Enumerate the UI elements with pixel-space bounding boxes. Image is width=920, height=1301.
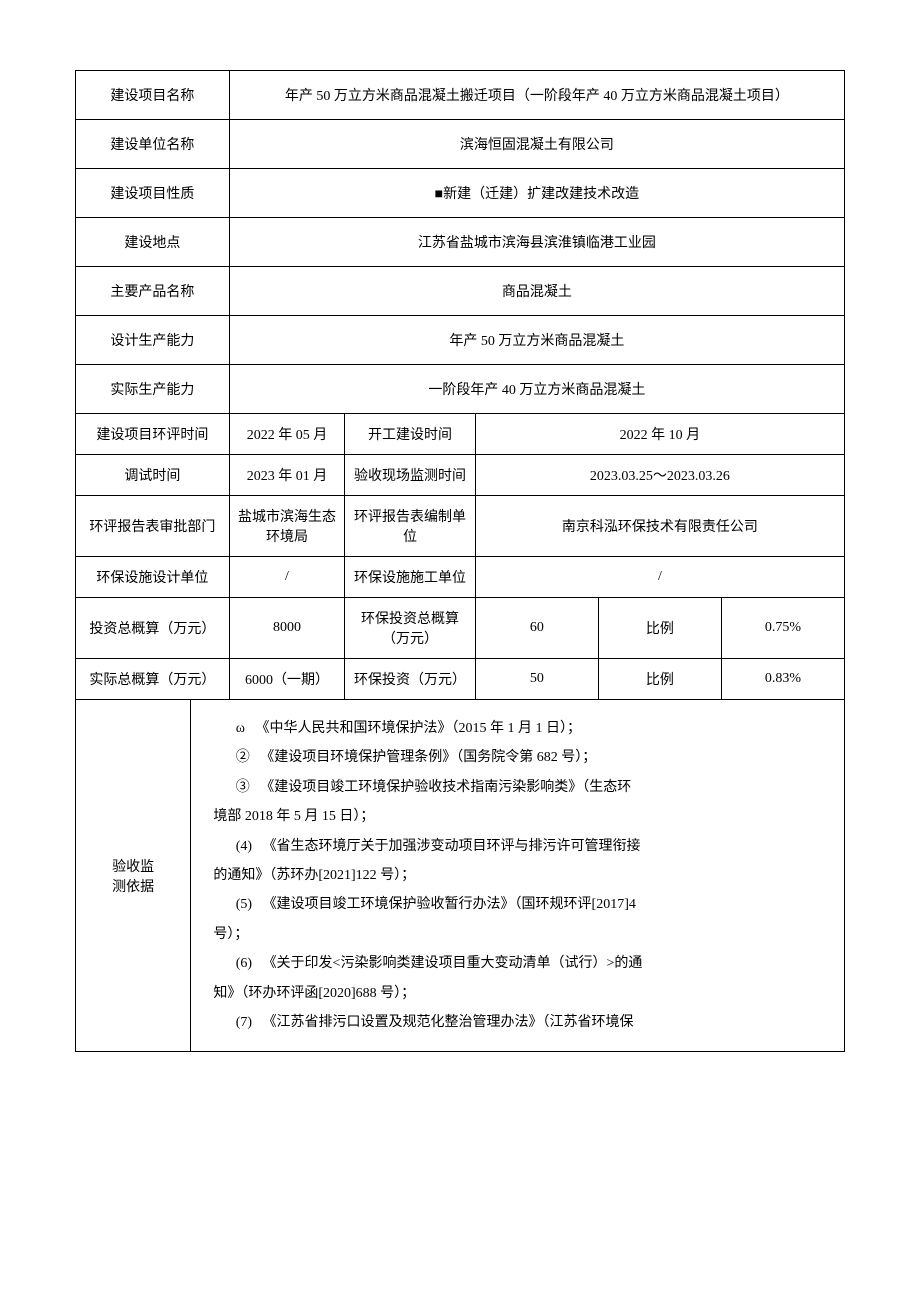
basis-item-6: 《关于印发<污染影响类建设项目重大变动清单（试行）>的通 xyxy=(263,956,643,971)
value-compile-unit: 南京科泓环保技术有限责任公司 xyxy=(475,496,844,557)
basis-num-3: ③ xyxy=(236,780,250,795)
value-company: 滨海恒固混凝土有限公司 xyxy=(229,120,844,169)
value-construction-unit: / xyxy=(475,557,844,598)
label-construction-unit: 环保设施施工单位 xyxy=(345,557,476,598)
value-approval-dept: 盐城市滨海生态环境局 xyxy=(229,496,344,557)
label-env-invest-est: 环保投资总概算（万元） xyxy=(345,598,476,659)
basis-num-1: ω xyxy=(236,721,245,736)
label-total-invest: 投资总概算（万元） xyxy=(76,598,230,659)
label-project-name: 建设项目名称 xyxy=(76,71,230,120)
basis-label-line1: 验收监 xyxy=(84,856,182,876)
basis-item-7: 《江苏省排污口设置及规范化整治管理办法》（江苏省环境保 xyxy=(263,1015,634,1030)
value-monitor-time: 2023.03.25～2023.03.26 xyxy=(475,455,844,496)
value-main-product: 商品混凝土 xyxy=(229,267,844,316)
basis-label-line2: 测依据 xyxy=(84,876,182,896)
basis-item-1: 《中华人民共和国环境保护法》（2015 年 1 月 1 日）； xyxy=(255,721,581,736)
label-approval-dept: 环评报告表审批部门 xyxy=(76,496,230,557)
label-ratio-1: 比例 xyxy=(598,598,721,659)
basis-item-6b: 知》（环办环评函[2020]688 号）； xyxy=(213,986,415,1001)
value-design-capacity: 年产 50 万立方米商品混凝土 xyxy=(229,316,844,365)
value-actual-capacity: 一阶段年产 40 万立方米商品混凝土 xyxy=(229,365,844,414)
basis-item-5: 《建设项目竣工环境保护验收暂行办法》（国环规环评[2017]4 xyxy=(263,897,636,912)
value-acceptance-basis: ω 《中华人民共和国环境保护法》（2015 年 1 月 1 日）； ② 《建设项… xyxy=(191,700,845,1052)
basis-item-3: 《建设项目竣工环境保护验收技术指南污染影响类》（生态环 xyxy=(260,780,631,795)
value-project-name: 年产 50 万立方米商品混凝土搬迁项目（一阶段年产 40 万立方米商品混凝土项目… xyxy=(229,71,844,120)
value-debug-time: 2023 年 01 月 xyxy=(229,455,344,496)
basis-num-6: (6) xyxy=(236,956,252,971)
basis-item-2: 《建设项目环境保护管理条例》（国务院令第 682 号）； xyxy=(260,750,596,765)
label-eia-time: 建设项目环评时间 xyxy=(76,414,230,455)
label-company: 建设单位名称 xyxy=(76,120,230,169)
value-env-invest-est: 60 xyxy=(475,598,598,659)
label-ratio-2: 比例 xyxy=(598,659,721,700)
value-design-unit: / xyxy=(229,557,344,598)
basis-item-4b: 的通知》（苏环办[2021]122 号）； xyxy=(213,868,415,883)
label-project-nature: 建设项目性质 xyxy=(76,169,230,218)
basis-num-4: (4) xyxy=(236,839,252,854)
label-design-unit: 环保设施设计单位 xyxy=(76,557,230,598)
basis-num-5: (5) xyxy=(236,897,252,912)
label-acceptance-basis: 验收监 测依据 xyxy=(76,700,191,1052)
label-actual-capacity: 实际生产能力 xyxy=(76,365,230,414)
value-eia-time: 2022 年 05 月 xyxy=(229,414,344,455)
label-actual-invest: 实际总概算（万元） xyxy=(76,659,230,700)
label-start-time: 开工建设时间 xyxy=(345,414,476,455)
label-compile-unit: 环评报告表编制单位 xyxy=(345,496,476,557)
value-ratio-2: 0.83% xyxy=(721,659,844,700)
value-start-time: 2022 年 10 月 xyxy=(475,414,844,455)
label-env-invest: 环保投资（万元） xyxy=(345,659,476,700)
label-monitor-time: 验收现场监测时间 xyxy=(345,455,476,496)
value-location: 江苏省盐城市滨海县滨淮镇临港工业园 xyxy=(229,218,844,267)
label-debug-time: 调试时间 xyxy=(76,455,230,496)
value-env-invest: 50 xyxy=(475,659,598,700)
basis-num-7: (7) xyxy=(236,1015,252,1030)
value-total-invest: 8000 xyxy=(229,598,344,659)
value-project-nature: ■新建（迁建）扩建改建技术改造 xyxy=(229,169,844,218)
label-location: 建设地点 xyxy=(76,218,230,267)
label-main-product: 主要产品名称 xyxy=(76,267,230,316)
basis-item-4: 《省生态环境厅关于加强涉变动项目环评与排污许可管理衔接 xyxy=(263,839,641,854)
basis-item-5b: 号）； xyxy=(213,927,248,942)
basis-item-3b: 境部 2018 年 5 月 15 日）； xyxy=(213,809,374,824)
value-actual-invest: 6000（一期） xyxy=(229,659,344,700)
value-ratio-1: 0.75% xyxy=(721,598,844,659)
project-info-table: 建设项目名称 年产 50 万立方米商品混凝土搬迁项目（一阶段年产 40 万立方米… xyxy=(75,70,845,1052)
basis-num-2: ② xyxy=(236,750,250,765)
label-design-capacity: 设计生产能力 xyxy=(76,316,230,365)
